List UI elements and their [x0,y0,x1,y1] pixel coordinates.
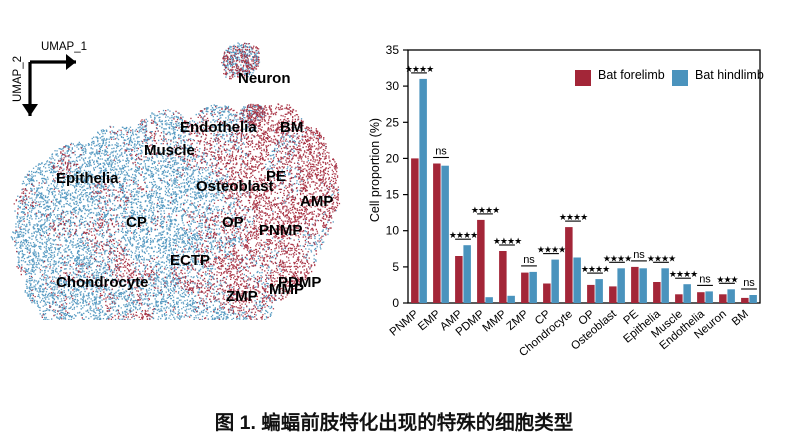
svg-text:25: 25 [386,115,400,129]
svg-text:★★★★: ★★★★ [581,264,610,274]
svg-text:0: 0 [392,296,399,310]
svg-text:ns: ns [435,146,447,158]
svg-text:★★★★: ★★★★ [669,269,698,279]
svg-text:20: 20 [386,151,400,165]
svg-text:EMP: EMP [416,308,443,333]
svg-text:★★★★: ★★★★ [449,230,478,240]
svg-text:★★★★: ★★★★ [493,236,522,246]
svg-text:★★★★: ★★★★ [471,205,500,215]
svg-text:★★★★: ★★★★ [647,253,676,263]
svg-text:★★★★: ★★★★ [405,64,434,74]
svg-text:5: 5 [392,260,399,274]
svg-text:★★★: ★★★ [716,274,738,284]
svg-text:BM: BM [730,308,751,328]
svg-text:★★★★: ★★★★ [537,245,566,255]
svg-text:ZMP: ZMP [505,308,532,333]
svg-text:ns: ns [633,249,645,261]
svg-text:30: 30 [386,79,400,93]
svg-text:ns: ns [699,273,711,285]
svg-text:35: 35 [386,43,400,57]
svg-text:ns: ns [523,254,535,266]
svg-text:MMP: MMP [481,308,510,335]
svg-text:★★★★: ★★★★ [603,253,632,263]
svg-text:ns: ns [743,277,755,289]
svg-text:15: 15 [386,188,400,202]
svg-text:10: 10 [386,224,400,238]
svg-text:★★★★: ★★★★ [559,212,588,222]
